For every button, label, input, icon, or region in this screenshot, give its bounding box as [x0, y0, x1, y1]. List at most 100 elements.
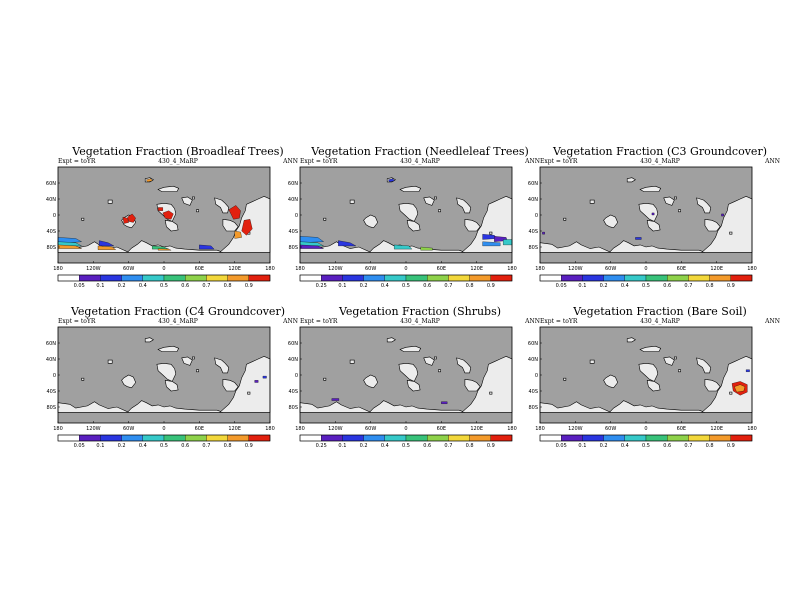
land-antarctica-east [701, 195, 753, 253]
land-island-e [247, 391, 251, 395]
colorbar-segment [448, 274, 470, 282]
land-island-d [678, 209, 681, 213]
patch-belt-8 [199, 244, 215, 250]
colorbar-label: 0.1 [96, 283, 104, 289]
x-tick-label: 60E [437, 426, 447, 432]
colorbar-label: 0.5 [402, 283, 410, 289]
colorbar-label: 0.25 [316, 443, 327, 449]
land-europe [157, 185, 180, 192]
y-tick-label: 0 [53, 373, 56, 379]
land-island-d [438, 369, 441, 373]
y-tick-label: 40S [528, 229, 538, 235]
land-island-a [349, 359, 355, 364]
land-australia [464, 378, 481, 392]
x-tick-label: 60E [677, 266, 687, 272]
map-plot: 60N 40N 0 40S 80S 180 120W 60W 0 60E 120E 180 0.05 0.… [528, 326, 757, 449]
y-tick-label: 40N [288, 357, 298, 363]
panel-c3-groundcover: Vegetation Fraction (C3 Groundcover) Exp… [528, 145, 780, 305]
colorbar-label: 0.05 [74, 443, 85, 449]
land-island-c [674, 356, 677, 360]
colorbar-segment [185, 434, 207, 442]
x-tick-label: 60E [677, 426, 687, 432]
patch-scatter-2 [262, 375, 267, 379]
case-label: 430_4_MaRP [640, 318, 680, 325]
case-label: 430_4_MaRP [158, 318, 198, 325]
colorbar-segment [321, 274, 343, 282]
patch-greenland [388, 178, 395, 183]
colorbar-segment [667, 274, 689, 282]
patch-scatter-1 [542, 231, 545, 235]
colorbar-label: 0.9 [487, 283, 495, 289]
x-tick-label: 60W [365, 426, 376, 432]
expt-label: Expt = toYR [540, 158, 578, 165]
colorbar-label: 0.8 [224, 443, 232, 449]
land-africa [156, 362, 177, 382]
y-tick-label: 80S [528, 245, 538, 251]
x-tick-label: 180 [747, 266, 757, 272]
colorbar-label: 0.5 [160, 283, 168, 289]
land-africa-south [164, 219, 179, 232]
colorbar-label: 0.7 [202, 443, 210, 449]
colorbar-label: 0.8 [706, 443, 714, 449]
colorbar-label: 0.9 [245, 283, 253, 289]
land-arabia [663, 356, 675, 366]
colorbar-label: 0.7 [202, 283, 210, 289]
x-tick-label: 0 [162, 426, 165, 432]
land-island-b [323, 217, 327, 221]
land-island-c [674, 196, 677, 200]
land-greenland [626, 337, 636, 343]
colorbar-label: 0.1 [578, 443, 586, 449]
x-tick-label: 0 [162, 266, 165, 272]
land-africa-south [164, 379, 179, 392]
colorbar-label: 0.6 [423, 283, 431, 289]
land-europe [639, 345, 662, 352]
patch-pac-3 [503, 239, 513, 246]
panel-title: Vegetation Fraction (Shrubs) [338, 305, 502, 318]
colorbar-segment [79, 434, 101, 442]
x-tick-label: 120E [470, 426, 483, 432]
y-tick-label: 80S [288, 245, 298, 251]
colorbar-label: 0.2 [118, 283, 126, 289]
colorbar-label: 0.7 [684, 283, 692, 289]
x-tick-label: 60W [123, 426, 134, 432]
colorbar-segment [603, 274, 625, 282]
land-island-c [434, 196, 437, 200]
x-tick-label: 180 [295, 426, 305, 432]
x-tick-label: 180 [53, 426, 63, 432]
colorbar-frame [57, 274, 271, 282]
land-europe [399, 185, 422, 192]
colorbar-segment [321, 434, 343, 442]
panel-needleleaf-trees: Vegetation Fraction (Needleleaf Trees) E… [288, 145, 540, 305]
x-tick-label: 60W [365, 266, 376, 272]
land-antarctica-west [57, 401, 129, 413]
land-island-e [729, 391, 733, 395]
colorbar-segment [227, 434, 249, 442]
colorbar-segment [342, 274, 364, 282]
land-europe [639, 185, 662, 192]
patch-pac-4 [482, 241, 501, 247]
land-greenland [386, 337, 396, 343]
x-tick-label: 0 [644, 426, 647, 432]
y-tick-label: 80S [288, 405, 298, 411]
y-tick-label: 60N [46, 341, 56, 347]
colorbar-segment [688, 434, 710, 442]
land-south-america [603, 214, 619, 229]
y-tick-label: 60N [288, 341, 298, 347]
land-australia [464, 218, 481, 232]
colorbar-label: 0.4 [381, 283, 389, 289]
x-tick-label: 120W [86, 266, 101, 272]
patch-australia-orange [734, 384, 746, 393]
land-island-d [678, 369, 681, 373]
period-label: ANN [525, 158, 540, 165]
colorbar-label: 0.7 [444, 443, 452, 449]
x-tick-label: 60W [605, 426, 616, 432]
colorbar-label: 0.4 [621, 283, 629, 289]
land-australia [704, 218, 721, 232]
land-antarctica-mid [126, 400, 224, 413]
land-africa [398, 362, 419, 382]
land-south-america [363, 374, 379, 389]
y-tick-label: 40S [46, 389, 56, 395]
case-label: 430_4_MaRP [640, 158, 680, 165]
x-tick-label: 180 [265, 266, 275, 272]
patch-scatter-1 [331, 398, 340, 401]
